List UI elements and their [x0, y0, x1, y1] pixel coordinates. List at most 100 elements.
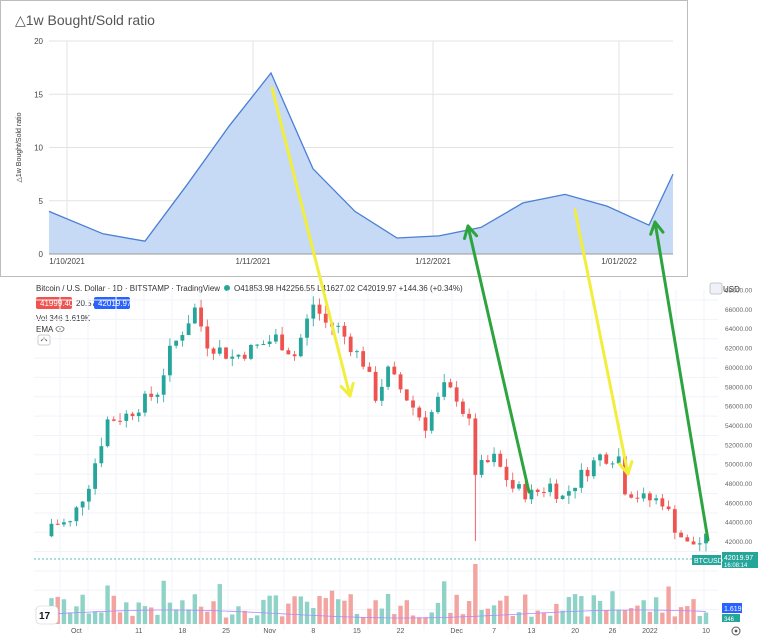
volume-bar [342, 600, 347, 624]
price-tick-label: 42000.00 [725, 539, 752, 546]
candle-body [255, 344, 260, 346]
volume-bar [323, 598, 328, 624]
candle-body [666, 506, 671, 510]
volume-bar [610, 591, 615, 624]
candle-body [523, 484, 528, 500]
volume-bar [566, 597, 572, 624]
candle-body [336, 325, 341, 327]
volume-bar [99, 612, 104, 624]
candle-body [192, 307, 197, 324]
volume-bar [535, 610, 540, 624]
candle-body [330, 322, 334, 327]
candle-body [647, 493, 652, 501]
volume-bar [635, 605, 640, 624]
candle-body [174, 340, 179, 346]
volume-bar [217, 584, 222, 624]
candle-body [579, 469, 584, 488]
candle-body [211, 348, 216, 354]
candle-body [155, 394, 160, 397]
time-tick-label: 10 [702, 628, 710, 635]
volume-bar [404, 600, 409, 624]
volume-bar [329, 590, 335, 624]
volume-bar [92, 611, 98, 624]
volume-bar [547, 615, 553, 624]
sell-price: 41999.40 [40, 299, 74, 308]
volume-bar [336, 599, 341, 624]
volume-bar [616, 609, 621, 624]
candle-body [479, 460, 484, 475]
candle-body [436, 396, 440, 413]
volume-bar [304, 601, 310, 624]
volume-bar [441, 581, 447, 624]
volume-bar [579, 596, 584, 624]
candle-body [361, 351, 366, 367]
volume-bar [423, 617, 428, 624]
volume-bar [429, 612, 434, 624]
candle-body [199, 307, 203, 327]
time-tick-label: Nov [263, 628, 276, 635]
volume-bar [379, 608, 385, 624]
candle-body [598, 454, 602, 461]
candle-body [292, 354, 297, 357]
collapse-chevron-icon[interactable] [37, 334, 51, 346]
candle-body [585, 469, 590, 477]
volume-bar [678, 607, 684, 624]
price-tick-label: 60000.00 [725, 365, 752, 372]
volume-bar [198, 606, 204, 624]
ratio-chart-panel: △1w Bought/Sold ratio 0 5 10 15 20 1/10/2021 1… [0, 0, 688, 277]
price-axis: 40000.0042000.0044000.0046000.0048000.00… [725, 288, 752, 566]
volume-bar [161, 580, 166, 624]
price-tick-label: 50000.00 [725, 462, 752, 469]
volume-bar [186, 609, 191, 624]
candle-body [273, 334, 278, 342]
candle-body [168, 345, 172, 376]
volume-bar [367, 608, 372, 624]
candle-body [323, 313, 328, 323]
buy-price: 42019.97 [98, 299, 132, 308]
volume-bar [130, 615, 135, 624]
ratio-line [48, 71, 674, 242]
volume-bar [223, 617, 229, 624]
time-tick-label: 7 [492, 628, 496, 635]
ratio-area [49, 73, 673, 254]
candle-body [130, 413, 135, 417]
candle-body [517, 484, 521, 489]
candle-body [492, 453, 496, 463]
volume-bars [49, 564, 709, 624]
time-tick-label: 22 [397, 628, 405, 635]
y-tick-label: 10 [34, 144, 43, 153]
candle-body [411, 400, 415, 408]
candle-body [654, 498, 659, 501]
volume-bar [448, 612, 453, 624]
candle-body [236, 354, 241, 357]
last-price-countdown: 16:08:14 [724, 563, 748, 569]
settings-icon[interactable] [709, 282, 723, 295]
candle-body [591, 460, 596, 477]
volume-bar [180, 600, 185, 624]
axis-settings-gear-icon[interactable] [731, 626, 741, 636]
volume-bar [373, 600, 378, 624]
candle-body [161, 375, 166, 395]
candle-body [504, 466, 509, 481]
candle-body [386, 366, 390, 387]
candle-body [379, 386, 384, 401]
candle-body [317, 304, 322, 314]
volume-bar [529, 616, 534, 624]
x-tick-label: 1/12/2021 [415, 257, 451, 266]
volume-bar [142, 606, 148, 624]
volume-value: 346 [724, 617, 735, 623]
volume-bar [242, 610, 247, 624]
volume-bar [479, 609, 484, 624]
volume-bar [541, 612, 547, 624]
time-tick-label: 11 [135, 628, 142, 635]
candle-body [62, 522, 66, 525]
tradingview-panel: Bitcoin / U.S. Dollar · 1D · BITSTAMP · … [30, 280, 758, 640]
ratio-chart-title: △1w Bought/Sold ratio [15, 12, 155, 28]
candle-body [186, 323, 191, 336]
time-tick-label: 2022 [642, 628, 658, 635]
candle-body [448, 382, 453, 388]
candle-body [373, 371, 378, 401]
price-tick-label: 58000.00 [725, 384, 752, 391]
candle-body [55, 523, 60, 525]
candle-body [205, 326, 210, 349]
